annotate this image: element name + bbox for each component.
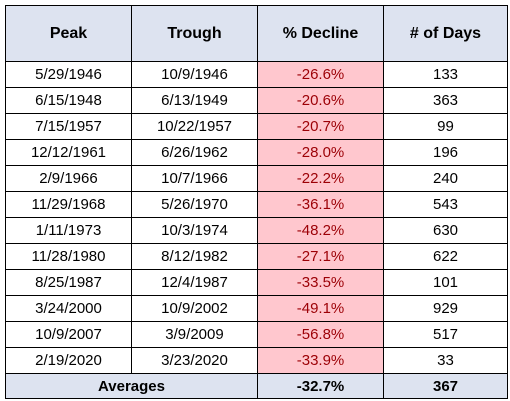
- days-cell: 363: [383, 87, 508, 114]
- trough-cell: 10/22/1957: [131, 113, 258, 140]
- table-row: 5/29/1946 10/9/1946 -26.6% 133: [5, 61, 508, 88]
- days-cell: 630: [383, 217, 508, 244]
- trough-cell: 3/23/2020: [131, 347, 258, 374]
- table-footer: Averages -32.7% 367: [5, 373, 508, 399]
- header-trough: Trough: [131, 5, 258, 62]
- decline-cell: -56.8%: [257, 321, 384, 348]
- header-row: Peak Trough % Decline # of Days: [5, 5, 508, 62]
- trough-cell: 10/3/1974: [131, 217, 258, 244]
- peak-cell: 11/28/1980: [5, 243, 132, 270]
- bear-market-table: Peak Trough % Decline # of Days 5/29/194…: [5, 5, 508, 399]
- trough-cell: 6/26/1962: [131, 139, 258, 166]
- header-peak: Peak: [5, 5, 132, 62]
- days-cell: 101: [383, 269, 508, 296]
- decline-cell: -49.1%: [257, 295, 384, 322]
- table-row: 1/11/1973 10/3/1974 -48.2% 630: [5, 217, 508, 244]
- table-body: 5/29/1946 10/9/1946 -26.6% 133 6/15/1948 6/13…: [5, 61, 508, 374]
- header-decline: % Decline: [257, 5, 384, 62]
- table-row: 8/25/1987 12/4/1987 -33.5% 101: [5, 269, 508, 296]
- trough-cell: 5/26/1970: [131, 191, 258, 218]
- peak-cell: 7/15/1957: [5, 113, 132, 140]
- decline-cell: -33.9%: [257, 347, 384, 374]
- peak-cell: 6/15/1948: [5, 87, 132, 114]
- decline-cell: -27.1%: [257, 243, 384, 270]
- table-row: 10/9/2007 3/9/2009 -56.8% 517: [5, 321, 508, 348]
- averages-row: Averages -32.7% 367: [5, 373, 508, 399]
- decline-cell: -36.1%: [257, 191, 384, 218]
- average-decline: -32.7%: [257, 373, 384, 399]
- average-days: 367: [383, 373, 508, 399]
- days-cell: 543: [383, 191, 508, 218]
- days-cell: 196: [383, 139, 508, 166]
- peak-cell: 5/29/1946: [5, 61, 132, 88]
- trough-cell: 3/9/2009: [131, 321, 258, 348]
- decline-cell: -26.6%: [257, 61, 384, 88]
- table-header: Peak Trough % Decline # of Days: [5, 5, 508, 62]
- table-row: 11/28/1980 8/12/1982 -27.1% 622: [5, 243, 508, 270]
- trough-cell: 10/9/1946: [131, 61, 258, 88]
- days-cell: 929: [383, 295, 508, 322]
- days-cell: 622: [383, 243, 508, 270]
- peak-cell: 1/11/1973: [5, 217, 132, 244]
- table-row: 7/15/1957 10/22/1957 -20.7% 99: [5, 113, 508, 140]
- trough-cell: 6/13/1949: [131, 87, 258, 114]
- peak-cell: 12/12/1961: [5, 139, 132, 166]
- trough-cell: 12/4/1987: [131, 269, 258, 296]
- decline-cell: -22.2%: [257, 165, 384, 192]
- trough-cell: 8/12/1982: [131, 243, 258, 270]
- decline-cell: -20.7%: [257, 113, 384, 140]
- table-row: 3/24/2000 10/9/2002 -49.1% 929: [5, 295, 508, 322]
- days-cell: 240: [383, 165, 508, 192]
- decline-cell: -20.6%: [257, 87, 384, 114]
- averages-label: Averages: [5, 373, 258, 399]
- days-cell: 133: [383, 61, 508, 88]
- days-cell: 33: [383, 347, 508, 374]
- peak-cell: 2/19/2020: [5, 347, 132, 374]
- decline-cell: -48.2%: [257, 217, 384, 244]
- peak-cell: 3/24/2000: [5, 295, 132, 322]
- peak-cell: 8/25/1987: [5, 269, 132, 296]
- table-row: 2/19/2020 3/23/2020 -33.9% 33: [5, 347, 508, 374]
- peak-cell: 2/9/1966: [5, 165, 132, 192]
- days-cell: 99: [383, 113, 508, 140]
- peak-cell: 10/9/2007: [5, 321, 132, 348]
- decline-cell: -28.0%: [257, 139, 384, 166]
- days-cell: 517: [383, 321, 508, 348]
- peak-cell: 11/29/1968: [5, 191, 132, 218]
- trough-cell: 10/7/1966: [131, 165, 258, 192]
- table-row: 6/15/1948 6/13/1949 -20.6% 363: [5, 87, 508, 114]
- decline-cell: -33.5%: [257, 269, 384, 296]
- table-row: 2/9/1966 10/7/1966 -22.2% 240: [5, 165, 508, 192]
- header-days: # of Days: [383, 5, 508, 62]
- table-row: 12/12/1961 6/26/1962 -28.0% 196: [5, 139, 508, 166]
- table-row: 11/29/1968 5/26/1970 -36.1% 543: [5, 191, 508, 218]
- trough-cell: 10/9/2002: [131, 295, 258, 322]
